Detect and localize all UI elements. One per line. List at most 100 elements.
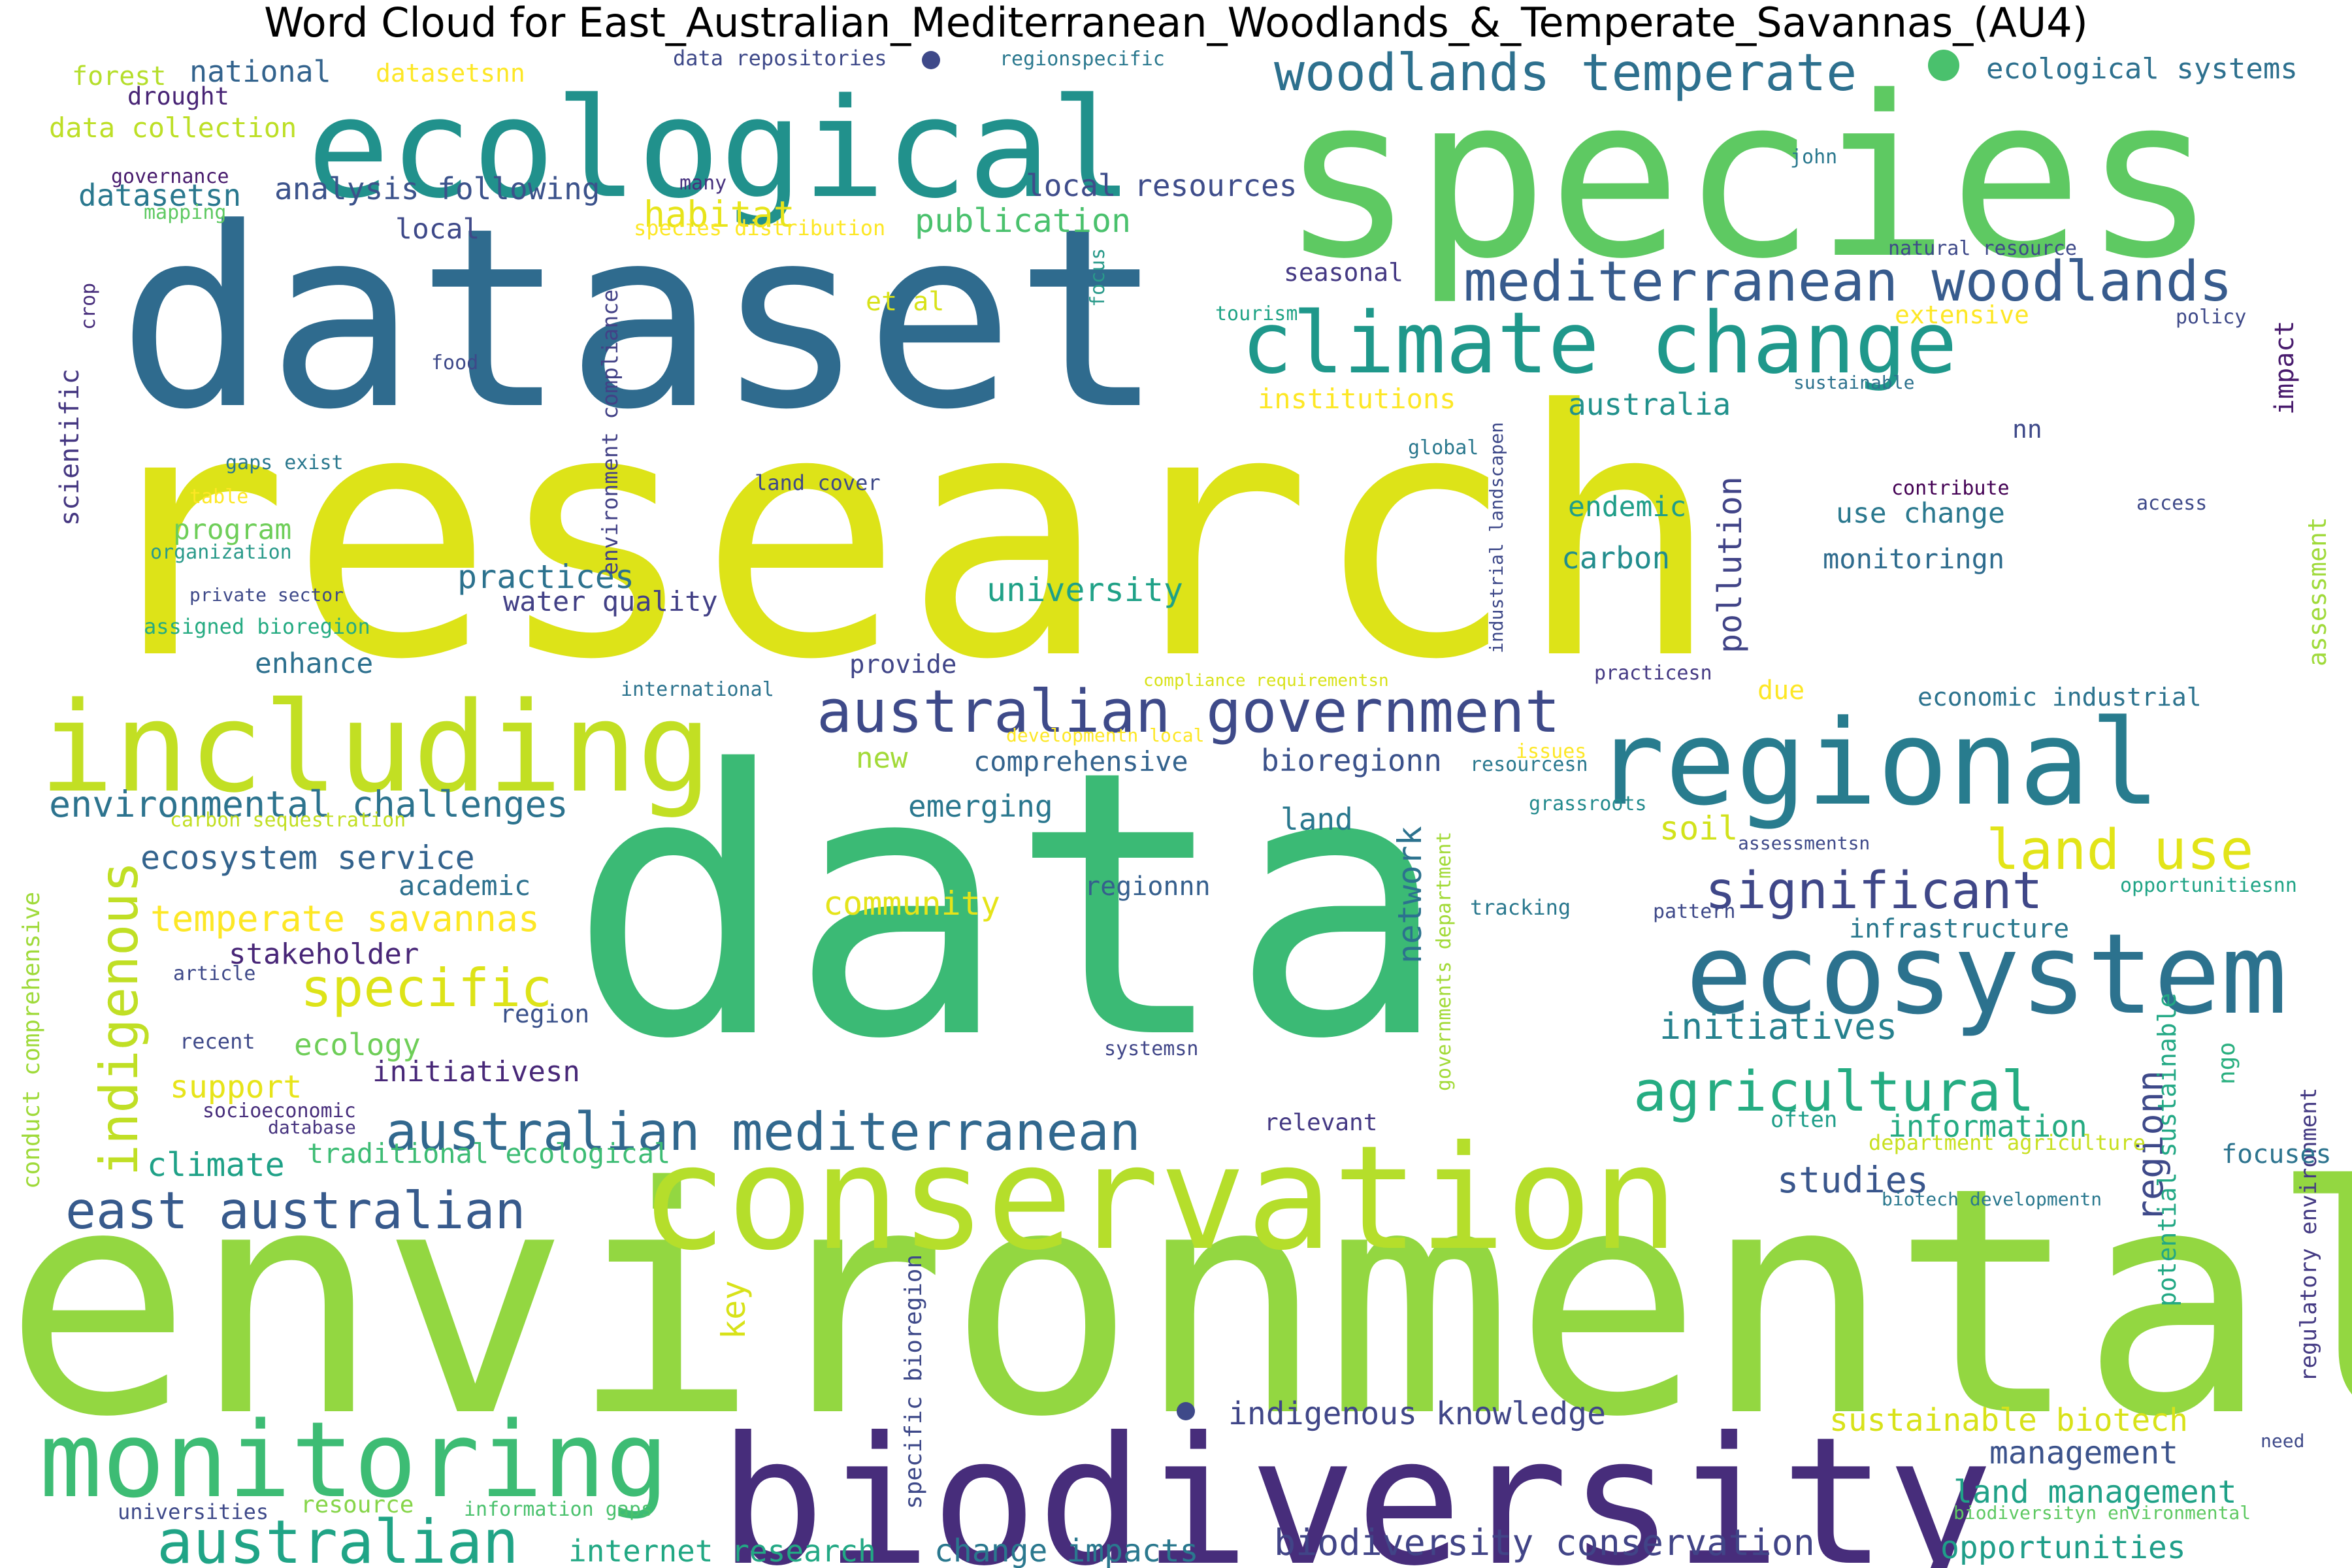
word-mapping: mapping [144, 201, 226, 224]
word-private-sector: private sector [189, 584, 344, 606]
word-conservation: conservation [640, 1115, 1678, 1282]
figure-title: Word Cloud for East_Australian_Mediterra… [264, 0, 2088, 46]
word-seasonal: seasonal [1284, 258, 1403, 287]
word-research: research [85, 338, 1722, 734]
word-environment-compliance: environment compliance [597, 289, 623, 575]
word-support: support [170, 1069, 302, 1105]
word-national: national [189, 54, 331, 89]
word-endemic: endemic [1568, 491, 1686, 523]
word-tourism: tourism [1215, 302, 1298, 325]
word-sustainable: sustainable [1793, 372, 1914, 393]
word-ecosystem-service: ecosystem service [140, 839, 475, 877]
word-australian: australian [157, 1507, 519, 1568]
word-indigenous: indigenous [89, 861, 150, 1176]
word-data-repositories: data repositories [673, 46, 887, 71]
word-land: land [1281, 802, 1353, 837]
word-article: article [173, 962, 255, 985]
word-ngo: ngo [2213, 1042, 2240, 1085]
word-species: species [1281, 49, 2217, 308]
word-opportunities: opportunities [1940, 1529, 2186, 1566]
word-regulatory-environment: regulatory environment [2296, 1088, 2322, 1382]
word-assessment: assessment [2303, 517, 2332, 666]
word-compliance-requirementsn: compliance requirementsn [1143, 671, 1389, 691]
word-management: management [1989, 1435, 2178, 1471]
word-land-cover: land cover [755, 470, 881, 495]
word-drought: drought [127, 82, 229, 110]
word-governance: governance [111, 165, 229, 188]
word-emerging: emerging [908, 789, 1053, 824]
word-conduct-comprehensive: conduct comprehensive [18, 892, 45, 1189]
word-governments-department: governments department [1433, 832, 1456, 1091]
word-economic-industrial: economic industrial [1918, 683, 2202, 711]
word-local: local [395, 213, 480, 246]
word-relevant: relevant [1264, 1109, 1377, 1136]
word-climate-change: climate change [1241, 293, 1957, 393]
word-academic: academic [399, 870, 531, 902]
word-crop: crop [77, 283, 100, 330]
word-ecological-systems: ecological systems [1986, 52, 2298, 86]
word-specific: specific [301, 958, 552, 1019]
word-indigenous: indigenous [89, 861, 150, 1176]
word-international: international [621, 678, 774, 701]
word-climate: climate [147, 1146, 285, 1184]
word-opportunitiesnn: opportunitiesnn [2120, 874, 2297, 897]
word-water-quality: water quality [503, 585, 718, 617]
word-regionnn: regionnn [1085, 872, 1211, 902]
word-institutions: institutions [1258, 383, 1456, 415]
word-socioeconomic: socioeconomic [203, 1100, 356, 1122]
word-australia: australia [1568, 387, 1731, 422]
word-temperate-savannas: temperate savannas [150, 898, 540, 939]
word-many: many [679, 172, 727, 195]
word-new: new [856, 742, 908, 775]
word-recent: recent [180, 1029, 255, 1054]
word-grassroots: grassroots [1529, 792, 1647, 815]
word-practicesn: practicesn [1594, 662, 1712, 685]
word-change-impacts: change impacts [934, 1533, 1199, 1568]
word-woodlands-temperate: woodlands temperate [1274, 44, 1857, 103]
word-information-gaps: information gaps [464, 1498, 653, 1521]
word-data: data [568, 693, 1450, 1119]
word-regionspecific: regionspecific [1000, 48, 1165, 71]
word-john: john [1790, 146, 1837, 169]
word-regionn: regionn [2129, 1070, 2171, 1222]
word-policy: policy [2176, 306, 2246, 329]
word-bioregionn: bioregionn [1261, 743, 1442, 778]
dot-mark [1177, 1402, 1195, 1420]
word-et-al: et al [866, 287, 944, 317]
word-stakeholder: stakeholder [229, 938, 419, 971]
dot-mark [922, 51, 940, 69]
word-environmental-challenges: environmental challenges [49, 783, 568, 825]
word-global: global [1408, 436, 1478, 459]
word-datasetsnn: datasetsnn [376, 59, 525, 88]
word-specific-bioregion: specific bioregion [900, 1254, 927, 1509]
word-australian-mediterranean: australian mediterranean [385, 1102, 1141, 1162]
word-data-collection: data collection [49, 112, 297, 144]
word-dataset: dataset [118, 174, 1164, 464]
word-region: region [500, 1000, 589, 1028]
word-biodiversity: biodiversity [719, 1399, 1993, 1568]
dot-mark [1928, 50, 1959, 81]
word-extensive: extensive [1895, 301, 2029, 329]
word-local-resources: local resources [1026, 168, 1297, 203]
word-land-management: land management [1953, 1474, 2236, 1511]
word-environmental: environmental [3, 1120, 2352, 1486]
word-key: key [715, 1281, 753, 1339]
word-scientific: scientific [55, 368, 85, 526]
word-biotech-developmentn: biotech developmentn [1882, 1188, 2102, 1210]
word-information: information [1888, 1109, 2087, 1144]
word-often: often [1771, 1107, 1837, 1133]
word-comprehensive: comprehensive [973, 745, 1188, 777]
word-assigned-bioregion: assigned bioregion [144, 614, 370, 639]
word-pattern: pattern [1653, 900, 1735, 923]
word-internet-research: internet research [568, 1533, 876, 1568]
word-food: food [431, 351, 478, 374]
word-initiativesn: initiativesn [372, 1055, 580, 1088]
word-focus: focus [1086, 248, 1109, 307]
word-program: program [173, 514, 291, 546]
word-table: table [189, 485, 248, 508]
word-contribute: contribute [1891, 477, 2010, 500]
word-natural-resource: natural resource [1888, 237, 2077, 260]
word-agricultural: agricultural [1633, 1060, 2034, 1124]
word-biodiversityn-environmental: biodiversityn environmental [1953, 1502, 2251, 1524]
